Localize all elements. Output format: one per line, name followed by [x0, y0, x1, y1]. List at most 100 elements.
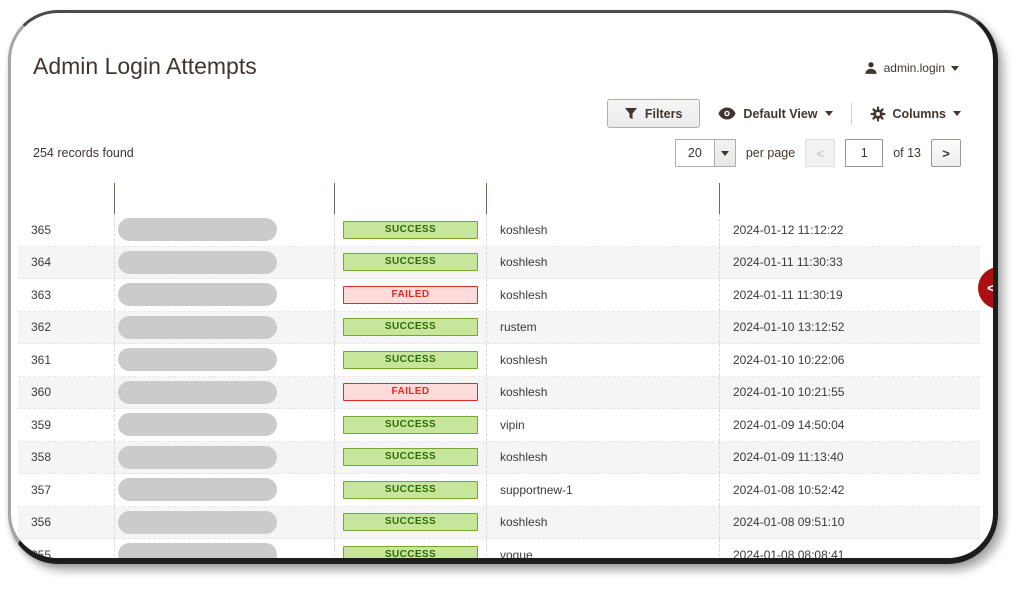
cell-ip-address [115, 344, 335, 376]
ip-address-redacted [118, 380, 277, 404]
per-page-select[interactable]: 20 [674, 139, 736, 167]
cell-ip-address [115, 474, 335, 506]
success-badge: FAILED [343, 383, 478, 402]
chevron-down-icon [720, 150, 729, 156]
user-menu-label: admin.login [883, 61, 945, 75]
success-badge: SUCCESS [343, 318, 478, 337]
success-badge: SUCCESS [343, 415, 478, 434]
column-header-id[interactable]: ID ↑ [18, 183, 115, 214]
ip-address-redacted [118, 315, 277, 339]
gear-icon [870, 106, 886, 122]
cell-id: 364 [18, 246, 115, 278]
total-pages-label: of 13 [893, 146, 921, 160]
per-page-value: 20 [687, 146, 702, 160]
cell-created-at: 2024-01-09 11:13:40 [733, 450, 844, 465]
cell-ip-address [115, 214, 335, 246]
cell-id: 356 [18, 506, 115, 538]
cell-ip-address [115, 279, 335, 311]
cell-ip-address [115, 409, 335, 441]
chevron-down-icon [953, 111, 961, 116]
table-row: 364 SUCCESS koshlesh 2024-01-11 11:30:33 [18, 246, 980, 279]
table-row: 355 SUCCESS vogue 2024-01-08 08:08:41 [18, 539, 980, 562]
slide-panel-toggle-button[interactable]: < [978, 267, 993, 309]
cell-admin-username: koshlesh [487, 279, 720, 311]
cell-success: FAILED [335, 376, 487, 408]
success-badge: SUCCESS [343, 253, 478, 272]
page-title: Admin Login Attempts [33, 53, 257, 79]
column-header-success[interactable]: Success [335, 183, 487, 214]
success-badge: FAILED [343, 285, 478, 304]
cell-admin-username: koshlesh [487, 246, 720, 278]
records-count: 254 records found [33, 146, 134, 160]
column-header-ip[interactable]: IP Address [115, 183, 335, 214]
cell-admin-username: koshlesh [487, 376, 720, 408]
ip-address-redacted [118, 250, 277, 274]
column-header-created-at[interactable]: Created At [733, 192, 791, 205]
cell-created-at: 2024-01-08 10:52:42 [733, 482, 845, 497]
cell-created-at: 2024-01-09 14:50:04 [733, 417, 845, 432]
cell-id: 363 [18, 279, 115, 311]
prev-page-button[interactable]: < [805, 139, 836, 167]
cell-ip-address [115, 539, 335, 558]
login-attempts-grid: ID ↑ IP Address Success Admin Username C… [18, 183, 980, 562]
table-row: 356 SUCCESS koshlesh 2024-01-08 09:51:10 [18, 506, 980, 539]
next-page-button[interactable]: > [931, 139, 961, 167]
cell-admin-username: vipin [487, 409, 720, 441]
cell-admin-username: supportnew-1 [487, 474, 720, 506]
column-header-admin-username[interactable]: Admin Username [487, 183, 720, 214]
cell-success: SUCCESS [335, 474, 487, 506]
cell-id: 365 [18, 214, 115, 246]
success-badge: SUCCESS [343, 513, 478, 532]
default-view-dropdown[interactable]: Default View [718, 106, 833, 121]
columns-label: Columns [892, 106, 946, 121]
user-menu[interactable]: admin.login [864, 61, 959, 75]
cell-admin-username: koshlesh [487, 441, 720, 473]
eye-icon [718, 107, 737, 120]
cell-success: SUCCESS [335, 539, 487, 558]
cell-id: 355 [18, 539, 115, 558]
columns-dropdown[interactable]: Columns [870, 106, 961, 122]
cell-id: 361 [18, 344, 115, 376]
sort-ascending-icon: ↑ [98, 192, 105, 205]
filter-funnel-icon [624, 107, 637, 120]
current-page-input[interactable] [845, 139, 884, 167]
cell-created-at: 2024-01-10 13:12:52 [733, 320, 845, 335]
cell-success: SUCCESS [335, 214, 487, 246]
cell-created-at: 2024-01-11 11:30:19 [733, 287, 843, 302]
cell-admin-username: koshlesh [487, 506, 720, 538]
cell-success: FAILED [335, 279, 487, 311]
ip-address-redacted [118, 478, 277, 502]
cell-ip-address [115, 506, 335, 538]
toolbar-divider [850, 102, 852, 125]
cell-id: 358 [18, 441, 115, 473]
cell-id: 359 [18, 409, 115, 441]
success-badge: SUCCESS [343, 220, 478, 239]
grid-header-row: ID ↑ IP Address Success Admin Username C… [18, 183, 980, 214]
ip-address-redacted [118, 445, 277, 469]
cell-admin-username: koshlesh [487, 214, 720, 246]
filters-button[interactable]: Filters [606, 99, 701, 128]
ip-address-redacted [118, 510, 277, 534]
cell-ip-address [115, 441, 335, 473]
cell-created-at: 2024-01-12 11:12:22 [733, 222, 844, 237]
table-row: 365 SUCCESS koshlesh 2024-01-12 11:12:22 [18, 214, 980, 247]
cell-admin-username: vogue [487, 539, 720, 558]
cell-created-at: 2024-01-08 09:51:10 [733, 515, 845, 530]
chevron-down-icon [951, 65, 959, 71]
cell-created-at: 2024-01-10 10:21:55 [733, 385, 845, 400]
select-caret-box [713, 140, 735, 166]
cell-id: 360 [18, 376, 115, 408]
ip-address-redacted [118, 283, 277, 307]
cell-success: SUCCESS [335, 311, 487, 343]
cell-created-at: 2024-01-11 11:30:33 [733, 255, 843, 270]
cell-id: 362 [18, 311, 115, 343]
cell-success: SUCCESS [335, 246, 487, 278]
cell-created-at: 2024-01-10 10:22:06 [733, 352, 845, 367]
table-row: 358 SUCCESS koshlesh 2024-01-09 11:13:40 [18, 441, 980, 474]
default-view-label: Default View [743, 106, 818, 121]
cell-created-at: 2024-01-08 08:08:41 [733, 547, 845, 562]
ip-address-redacted [118, 348, 277, 372]
success-badge: SUCCESS [343, 480, 478, 499]
cell-admin-username: koshlesh [487, 344, 720, 376]
cell-success: SUCCESS [335, 441, 487, 473]
